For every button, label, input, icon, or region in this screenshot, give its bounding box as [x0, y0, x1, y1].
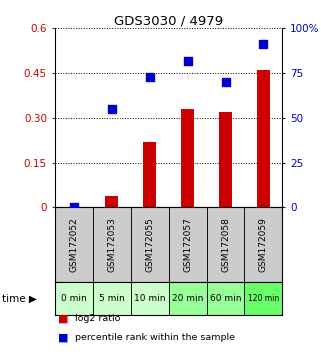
Text: percentile rank within the sample: percentile rank within the sample: [75, 333, 235, 342]
Text: time ▶: time ▶: [2, 293, 37, 304]
Text: GSM172059: GSM172059: [259, 217, 268, 272]
Bar: [143, 142, 156, 207]
Bar: [206, 282, 245, 315]
Title: GDS3030 / 4979: GDS3030 / 4979: [114, 14, 223, 27]
Point: [185, 58, 190, 63]
Text: 10 min: 10 min: [134, 294, 165, 303]
Point: [147, 74, 152, 80]
Bar: [245, 207, 282, 282]
Text: ■: ■: [58, 313, 68, 324]
Bar: [92, 282, 131, 315]
Bar: [55, 282, 92, 315]
Point: [71, 205, 76, 210]
Bar: [55, 207, 92, 282]
Bar: [219, 112, 232, 207]
Text: GSM172057: GSM172057: [183, 217, 192, 272]
Bar: [206, 207, 245, 282]
Text: 120 min: 120 min: [248, 294, 279, 303]
Bar: [131, 207, 169, 282]
Bar: [257, 70, 270, 207]
Bar: [181, 109, 194, 207]
Text: 60 min: 60 min: [210, 294, 241, 303]
Text: GSM172053: GSM172053: [107, 217, 116, 272]
Bar: [169, 282, 206, 315]
Point: [109, 106, 114, 112]
Text: log2 ratio: log2 ratio: [75, 314, 121, 323]
Text: GSM172055: GSM172055: [145, 217, 154, 272]
Bar: [92, 207, 131, 282]
Bar: [245, 282, 282, 315]
Point: [261, 42, 266, 47]
Point: [223, 79, 228, 85]
Bar: [169, 207, 206, 282]
Text: ■: ■: [58, 333, 68, 343]
Bar: [131, 282, 169, 315]
Text: GSM172058: GSM172058: [221, 217, 230, 272]
Text: GSM172052: GSM172052: [69, 217, 78, 272]
Text: 5 min: 5 min: [99, 294, 125, 303]
Text: 20 min: 20 min: [172, 294, 203, 303]
Text: 0 min: 0 min: [61, 294, 86, 303]
Bar: [105, 195, 118, 207]
